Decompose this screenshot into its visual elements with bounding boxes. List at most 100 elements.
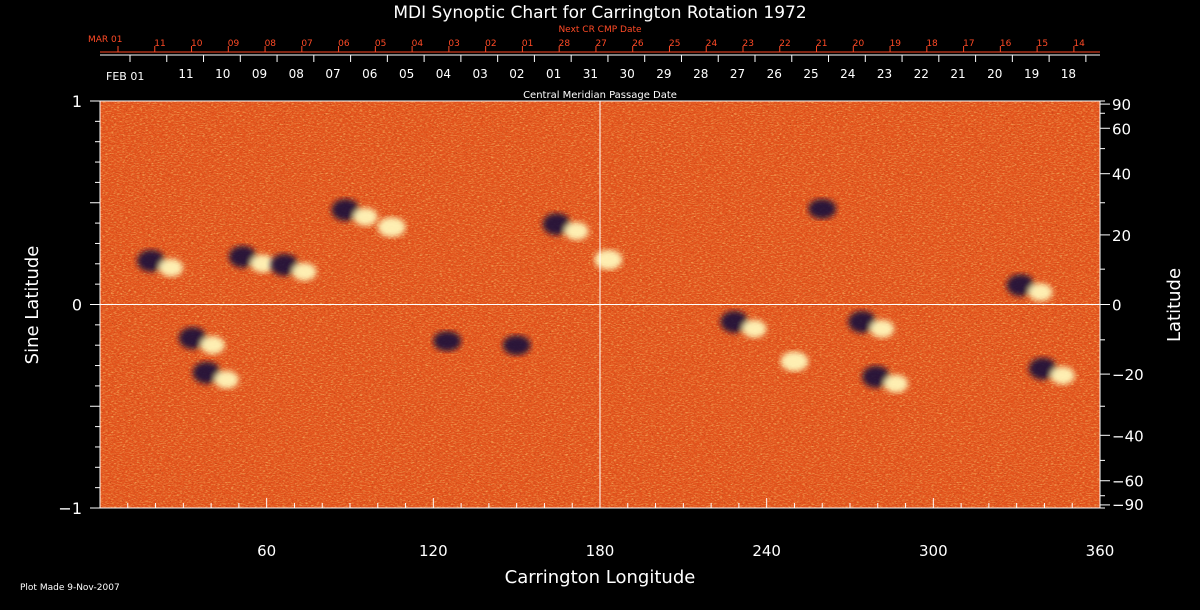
next-cmp-date-label: 05 <box>375 39 386 49</box>
y-tick-label-right: 40 <box>1112 166 1131 184</box>
next-cmp-date-label: 11 <box>154 39 165 49</box>
cmp-date-label: 11 <box>178 67 193 81</box>
cmp-date-label: 22 <box>914 67 929 81</box>
cmp-date-label: 07 <box>325 67 340 81</box>
next-cmp-date-label: 01 <box>522 39 533 49</box>
cmp-date-label: 21 <box>950 67 965 81</box>
y-axis-label-right: Latitude <box>1164 268 1185 342</box>
cmp-date-label: 23 <box>877 67 892 81</box>
next-cmp-date-axis: Next CR CMP Date MAR 01 11 10 09 08 07 06 05 04… <box>88 25 1100 53</box>
positive-patch <box>884 374 909 393</box>
x-tick-label: 240 <box>752 542 781 560</box>
cmp-date-label: 27 <box>730 67 745 81</box>
y-tick-label-left: 0 <box>72 296 82 315</box>
y-tick-label-right: −90 <box>1112 496 1144 514</box>
next-cmp-date-label: 26 <box>632 39 644 49</box>
next-cmp-date-label: 20 <box>853 39 865 49</box>
y-tick-label-left: −1 <box>58 499 82 518</box>
active-region <box>780 351 809 372</box>
cmp-date-label: 20 <box>987 67 1002 81</box>
active-region <box>542 213 589 241</box>
negative-patch <box>848 310 877 333</box>
y-tick-label-right: −40 <box>1112 427 1144 445</box>
negative-patch <box>137 249 166 272</box>
next-cmp-date-label: 22 <box>779 39 790 49</box>
positive-patch <box>353 207 378 226</box>
active-region <box>594 249 623 270</box>
negative-patch <box>862 365 891 388</box>
next-cmp-date-label: 24 <box>706 39 718 49</box>
cmp-date-label: 03 <box>472 67 487 81</box>
positive-patch <box>564 222 589 241</box>
active-region <box>1006 274 1053 302</box>
active-region <box>137 249 184 277</box>
active-region <box>228 245 275 273</box>
x-tick-label: 60 <box>257 542 276 560</box>
active-region <box>192 361 239 389</box>
next-cmp-date-label: 06 <box>338 39 350 49</box>
active-region <box>808 198 837 219</box>
next-cmp-date-label: 15 <box>1037 39 1048 49</box>
negative-patch <box>720 310 749 333</box>
y-tick-label-right: 60 <box>1112 120 1131 138</box>
next-cmp-date-label: 27 <box>595 39 606 49</box>
cmp-date-label: 06 <box>362 67 377 81</box>
next-cmp-axis-label: Next CR CMP Date <box>558 25 642 35</box>
cmp-date-label: 08 <box>289 67 304 81</box>
y-tick-label-right: 0 <box>1112 297 1122 315</box>
positive-patch <box>159 258 184 277</box>
positive-patch <box>200 336 225 355</box>
y-tick-label-right: 90 <box>1112 96 1131 114</box>
active-region <box>502 335 531 356</box>
cmp-date-label: 09 <box>252 67 267 81</box>
negative-patch <box>270 253 299 276</box>
y-tick-label-right: 20 <box>1112 227 1131 245</box>
cmp-date-label: 28 <box>693 67 708 81</box>
sine-latitude-axis: 1 0 −1 <box>58 92 100 518</box>
next-cmp-date-label: 25 <box>669 39 680 49</box>
negative-patch <box>808 198 837 219</box>
cmp-date-label: 30 <box>620 67 635 81</box>
next-cmp-start-label: MAR 01 <box>88 35 123 45</box>
positive-patch <box>870 319 895 338</box>
positive-patch <box>742 319 767 338</box>
next-cmp-date-label: 17 <box>963 39 974 49</box>
x-axis: 60 120 180 240 300 360 <box>99 498 1115 560</box>
active-region <box>270 253 317 281</box>
x-tick-label: 180 <box>586 542 615 560</box>
next-cmp-date-label: 10 <box>191 39 203 49</box>
x-tick-label: 120 <box>419 542 448 560</box>
cmp-date-label: 04 <box>436 67 451 81</box>
active-region <box>178 327 225 355</box>
cmp-date-label: 19 <box>1024 67 1039 81</box>
y-axis-label-left: Sine Latitude <box>22 246 43 365</box>
cmp-date-label: 05 <box>399 67 414 81</box>
negative-patch <box>542 213 571 236</box>
next-cmp-date-label: 14 <box>1073 39 1085 49</box>
x-tick-label: 360 <box>1086 542 1115 560</box>
next-cmp-date-label: 04 <box>412 39 424 49</box>
cmp-date-label: 02 <box>509 67 524 81</box>
latitude-axis: 90 60 40 20 0 −20 −40 −60 −90 <box>1100 96 1144 514</box>
negative-patch <box>1006 274 1035 297</box>
active-region <box>377 217 406 238</box>
cmp-date-label: 10 <box>215 67 230 81</box>
negative-patch <box>433 331 462 352</box>
negative-patch <box>502 335 531 356</box>
positive-patch <box>250 254 275 273</box>
cmp-axis-label: Central Meridian Passage Date <box>523 90 677 101</box>
cmp-date-label: 18 <box>1061 67 1076 81</box>
cmp-date-label: 29 <box>656 67 671 81</box>
cmp-date-label: 01 <box>546 67 561 81</box>
cmp-date-label: 25 <box>803 67 818 81</box>
next-cmp-date-label: 23 <box>743 39 754 49</box>
negative-patch <box>192 361 221 384</box>
positive-patch <box>780 351 809 372</box>
x-axis-label: Carrington Longitude <box>505 567 696 588</box>
negative-patch <box>178 327 207 350</box>
active-region <box>848 310 895 338</box>
positive-patch <box>377 217 406 238</box>
chart-title: MDI Synoptic Chart for Carrington Rotati… <box>393 3 806 23</box>
active-regions <box>137 198 1075 393</box>
